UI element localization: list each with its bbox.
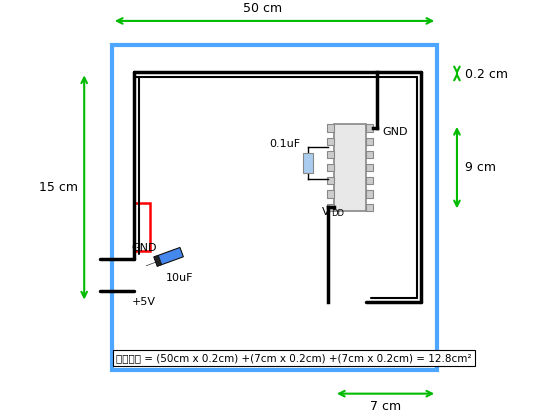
Polygon shape <box>154 247 183 266</box>
Text: 0.2 cm: 0.2 cm <box>465 68 508 81</box>
Bar <box>327 164 334 171</box>
Bar <box>327 138 334 145</box>
Text: 0.1uF: 0.1uF <box>269 139 300 149</box>
Text: 10uF: 10uF <box>166 273 193 283</box>
Bar <box>327 151 334 158</box>
Bar <box>134 203 150 251</box>
Bar <box>327 177 334 185</box>
Text: GND: GND <box>383 127 408 137</box>
Text: DD: DD <box>331 209 344 218</box>
Bar <box>366 124 373 132</box>
Text: V: V <box>322 207 330 217</box>
Bar <box>366 138 373 145</box>
Bar <box>112 45 437 370</box>
Bar <box>366 151 373 158</box>
Text: 7 cm: 7 cm <box>370 400 401 413</box>
Bar <box>327 204 334 211</box>
Polygon shape <box>154 255 162 266</box>
Text: 回路範圍 = (50cm x 0.2cm) +(7cm x 0.2cm) +(7cm x 0.2cm) = 12.8cm²: 回路範圍 = (50cm x 0.2cm) +(7cm x 0.2cm) +(7… <box>116 353 471 363</box>
Text: 15 cm: 15 cm <box>39 181 78 194</box>
Bar <box>327 124 334 132</box>
Bar <box>366 204 373 211</box>
Text: 50 cm: 50 cm <box>243 2 282 15</box>
Bar <box>366 164 373 171</box>
Bar <box>366 190 373 198</box>
Text: GND: GND <box>132 243 157 253</box>
Bar <box>366 177 373 185</box>
Text: +5V: +5V <box>132 297 156 306</box>
Bar <box>334 124 366 211</box>
Text: 9 cm: 9 cm <box>465 161 496 174</box>
Bar <box>327 190 334 198</box>
Bar <box>304 153 313 173</box>
